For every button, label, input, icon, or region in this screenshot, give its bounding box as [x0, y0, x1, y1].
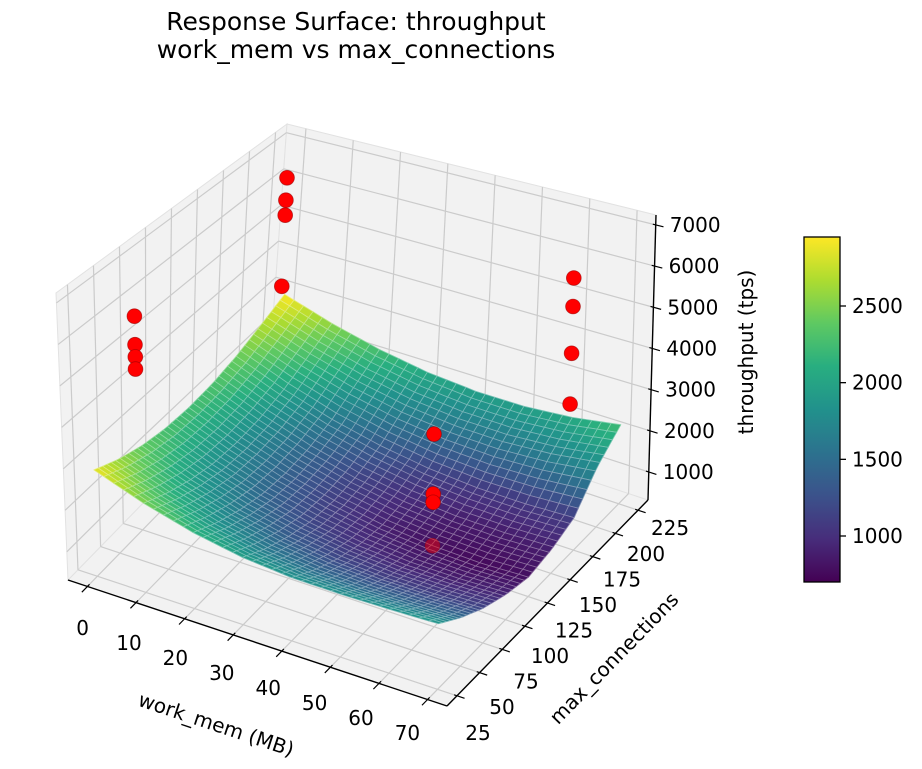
- gridline-y: [77, 569, 458, 697]
- z-tick-mark: [646, 429, 658, 434]
- z-tick-mark: [648, 388, 659, 393]
- x-axis-spine: [67, 579, 448, 707]
- scatter-point: [126, 308, 143, 325]
- y-tick-label: 225: [651, 516, 689, 540]
- x-tick-mark: [421, 696, 431, 706]
- scatter-point: [426, 426, 442, 442]
- colorbar-tick-label: 2000: [852, 371, 903, 395]
- gridline-z: [286, 132, 656, 226]
- gridline-z: [61, 240, 279, 428]
- y-tick-label: 25: [465, 721, 490, 745]
- x-tick-mark: [130, 600, 139, 609]
- scatter-point: [565, 270, 582, 286]
- y-tick-mark: [567, 578, 578, 583]
- scatter-point: [127, 361, 144, 377]
- scatter-point: [279, 170, 295, 186]
- chart-title: Response Surface: throughput work_mem vs…: [157, 8, 556, 64]
- gridline-z: [62, 276, 277, 470]
- x-tick-label: 50: [302, 691, 327, 715]
- scatter-points: [126, 170, 582, 554]
- gridline-z: [57, 168, 285, 345]
- x-tick-label: 60: [348, 706, 373, 730]
- x-tick-label: 0: [76, 616, 89, 640]
- y-tick-label: 200: [627, 542, 665, 566]
- surface-mesh: [93, 293, 622, 625]
- x-tick-mark: [372, 680, 382, 690]
- surface-quad: [428, 619, 444, 625]
- gridline-y: [123, 522, 503, 650]
- gridline-y: [100, 546, 480, 674]
- colorbar-tick-label: 1500: [852, 447, 903, 471]
- colorbar: 1000 1500 2000 2500: [803, 236, 903, 583]
- z-tick-label: 3000: [665, 378, 716, 402]
- y-tick-label: 150: [579, 593, 617, 617]
- scatter-point-occluded: [424, 537, 441, 554]
- x-tick-label: 40: [255, 676, 280, 700]
- scatter-point: [562, 396, 578, 412]
- x-tick-label: 30: [209, 661, 234, 685]
- gridline-z: [283, 168, 655, 267]
- gridline-y: [92, 265, 102, 547]
- x-tick-mark: [324, 664, 333, 674]
- z-tick-label: 4000: [666, 336, 717, 360]
- scatter-point: [273, 278, 290, 295]
- scatter-point: [425, 494, 441, 511]
- z-axis-label: throughput (tps): [734, 270, 758, 435]
- gridline-x: [627, 210, 638, 494]
- z-tick-label: 2000: [664, 419, 715, 443]
- y-tick-label: 50: [489, 695, 514, 719]
- x-tick-mark: [275, 648, 285, 658]
- z-tick-mark: [652, 223, 664, 228]
- x-tick-mark: [227, 632, 236, 642]
- x-tick-label: 70: [395, 721, 420, 745]
- y-tick-mark: [499, 647, 511, 653]
- z-tick-mark: [650, 305, 662, 310]
- y-tick-mark: [544, 601, 556, 607]
- axes-tick-marks: [81, 223, 664, 706]
- x-tick-mark: [81, 583, 90, 593]
- y-tick-mark: [635, 508, 646, 514]
- scatter-point: [565, 298, 581, 315]
- chart-title-line1: Response Surface: throughput: [166, 7, 546, 36]
- x-tick-label: 10: [116, 631, 141, 655]
- y-tick-label: 75: [513, 670, 538, 694]
- y-tick-label: 100: [531, 644, 569, 668]
- z-tick-label: 6000: [669, 254, 720, 278]
- x-tick-mark: [178, 616, 188, 625]
- y-tick-mark: [476, 671, 488, 676]
- y-tick-label: 175: [603, 567, 641, 591]
- gridline-z: [64, 312, 274, 511]
- scatter-point: [278, 192, 294, 209]
- colorbar-gradient: [804, 237, 840, 582]
- z-tick-mark: [651, 264, 663, 269]
- z-tick-mark: [645, 470, 657, 476]
- gridline-z: [278, 240, 653, 350]
- y-tick-mark: [521, 624, 533, 630]
- z-tick-label: 5000: [667, 295, 718, 319]
- z-axis-spine: [647, 214, 657, 501]
- colorbar-tick-label: 1000: [852, 524, 903, 548]
- z-tick-mark: [649, 347, 661, 352]
- y-tick-mark: [612, 531, 624, 537]
- scatter-point: [563, 345, 580, 362]
- colorbar-tick-label: 2500: [852, 294, 903, 318]
- chart-title-line2: work_mem vs max_connections: [156, 35, 556, 64]
- gridline-z: [56, 132, 287, 304]
- gridline-z: [275, 276, 652, 391]
- y-tick-mark: [589, 555, 601, 560]
- gridline-z: [59, 204, 282, 387]
- z-tick-label: 1000: [663, 460, 714, 484]
- y-tick-label: 125: [555, 619, 593, 643]
- x-tick-label: 20: [163, 646, 188, 670]
- scatter-point: [277, 207, 294, 224]
- gridline-y: [66, 284, 79, 570]
- z-tick-label: 7000: [670, 213, 721, 237]
- gridline-z: [281, 204, 654, 308]
- colorbar-outline: [803, 236, 841, 583]
- y-tick-mark: [453, 694, 465, 699]
